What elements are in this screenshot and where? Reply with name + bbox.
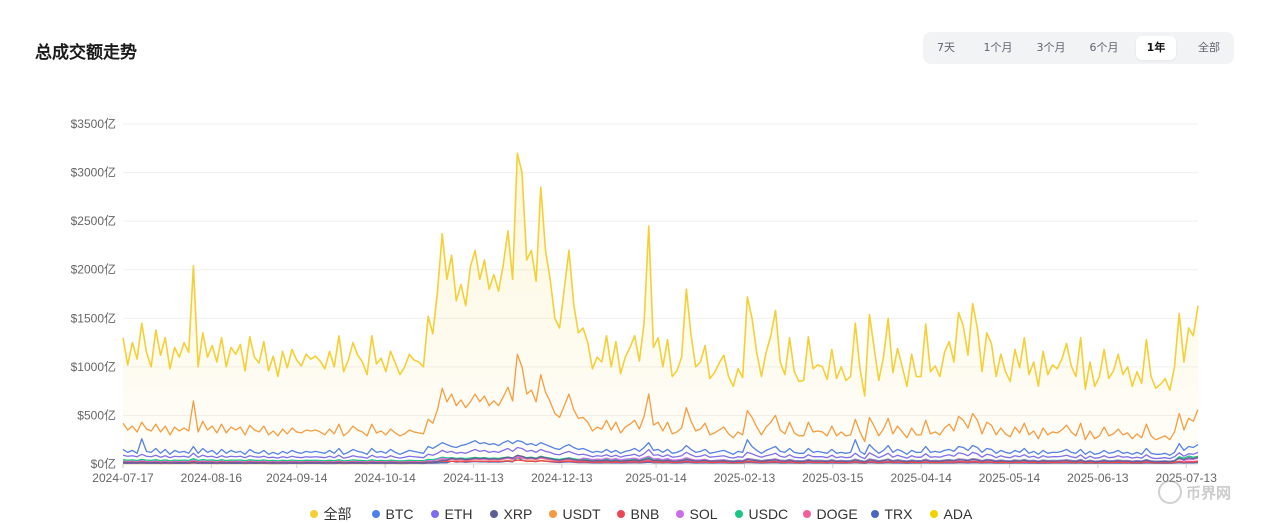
y-tick-label: $1000亿: [71, 359, 116, 374]
legend-dot-icon: [802, 510, 811, 518]
x-tick-label: 2024-12-13: [531, 471, 593, 485]
legend-dot-icon: [675, 510, 684, 518]
series-area-全部: [123, 153, 1198, 464]
legend-dot-icon: [616, 510, 625, 518]
x-tick-label: 2025-01-14: [625, 471, 687, 485]
legend-dot-icon: [371, 510, 380, 518]
x-tick-label: 2025-03-15: [802, 471, 864, 485]
time-range-selector: 7天 1个月 3个月 6个月 1年 全部: [923, 32, 1234, 64]
range-tab-6m[interactable]: 6个月: [1089, 41, 1119, 54]
range-tab-7d[interactable]: 7天: [937, 41, 955, 54]
legend-label: BNB: [630, 506, 660, 522]
legend-label: SOL: [689, 506, 718, 522]
legend-label: ADA: [943, 506, 973, 522]
x-tick-label: 2025-06-13: [1067, 471, 1129, 485]
legend-label: ETH: [444, 506, 473, 522]
y-tick-label: $0亿: [91, 456, 116, 471]
x-tick-label: 2024-11-13: [443, 471, 504, 485]
y-tick-label: $2000亿: [71, 262, 116, 277]
range-tab-3m[interactable]: 3个月: [1036, 41, 1066, 54]
legend-item-BTC[interactable]: BTC: [371, 504, 414, 524]
legend-dot-icon: [734, 510, 743, 518]
x-tick-label: 2025-04-14: [890, 471, 952, 485]
x-tick-label: 2024-07-17: [92, 471, 154, 485]
legend-item-ADA[interactable]: ADA: [929, 504, 973, 524]
watermark-logo-icon: [1158, 480, 1182, 504]
y-tick-label: $500亿: [77, 407, 116, 422]
series-line-全部: [122, 152, 1199, 397]
legend-item-XRP[interactable]: XRP: [489, 504, 533, 524]
x-tick-label: 2025-05-14: [979, 471, 1041, 485]
legend-dot-icon: [309, 510, 318, 518]
legend-label: XRP: [503, 506, 533, 522]
x-tick-label: 2025-02-13: [714, 471, 776, 485]
x-tick-label: 2024-09-14: [266, 471, 328, 485]
legend-dot-icon: [430, 510, 439, 518]
legend-item-DOGE[interactable]: DOGE: [802, 504, 858, 524]
range-tab-1y[interactable]: 1年: [1136, 36, 1176, 60]
y-tick-label: $3000亿: [71, 165, 116, 180]
chart-title: 总成交额走势: [35, 43, 137, 63]
legend-label: BTC: [385, 506, 414, 522]
y-tick-label: $2500亿: [71, 213, 116, 228]
legend-item-ETH[interactable]: ETH: [430, 504, 473, 524]
legend-label: DOGE: [816, 506, 858, 522]
x-tick-label: 2024-08-16: [181, 471, 243, 485]
legend-dot-icon: [489, 510, 498, 518]
y-tick-label: $1500亿: [71, 310, 116, 325]
legend-dot-icon: [929, 510, 938, 518]
legend-item-BNB[interactable]: BNB: [616, 504, 660, 524]
legend-item-SOL[interactable]: SOL: [675, 504, 718, 524]
legend-label: USDC: [748, 506, 789, 522]
chart-legend: 全部 BTC ETH XRP USDT BNB SOL USDC DOGE TRX ADA: [0, 504, 1271, 524]
legend-label: USDT: [562, 506, 601, 522]
range-tab-all[interactable]: 全部: [1198, 41, 1220, 54]
legend-dot-icon: [870, 510, 879, 518]
legend-item-USDC[interactable]: USDC: [734, 504, 789, 524]
y-tick-label: $3500亿: [71, 116, 116, 131]
range-tab-1m[interactable]: 1个月: [983, 41, 1013, 54]
watermark: 币界网: [1158, 480, 1231, 504]
legend-label: TRX: [884, 506, 913, 522]
legend-dot-icon: [548, 510, 557, 518]
watermark-text: 币界网: [1186, 484, 1232, 502]
x-tick-label: 2024-10-14: [354, 471, 416, 485]
legend-item-USDT[interactable]: USDT: [548, 504, 601, 524]
legend-item-TRX[interactable]: TRX: [870, 504, 913, 524]
legend-item-全部[interactable]: 全部: [309, 504, 352, 524]
legend-label: 全部: [323, 506, 352, 522]
